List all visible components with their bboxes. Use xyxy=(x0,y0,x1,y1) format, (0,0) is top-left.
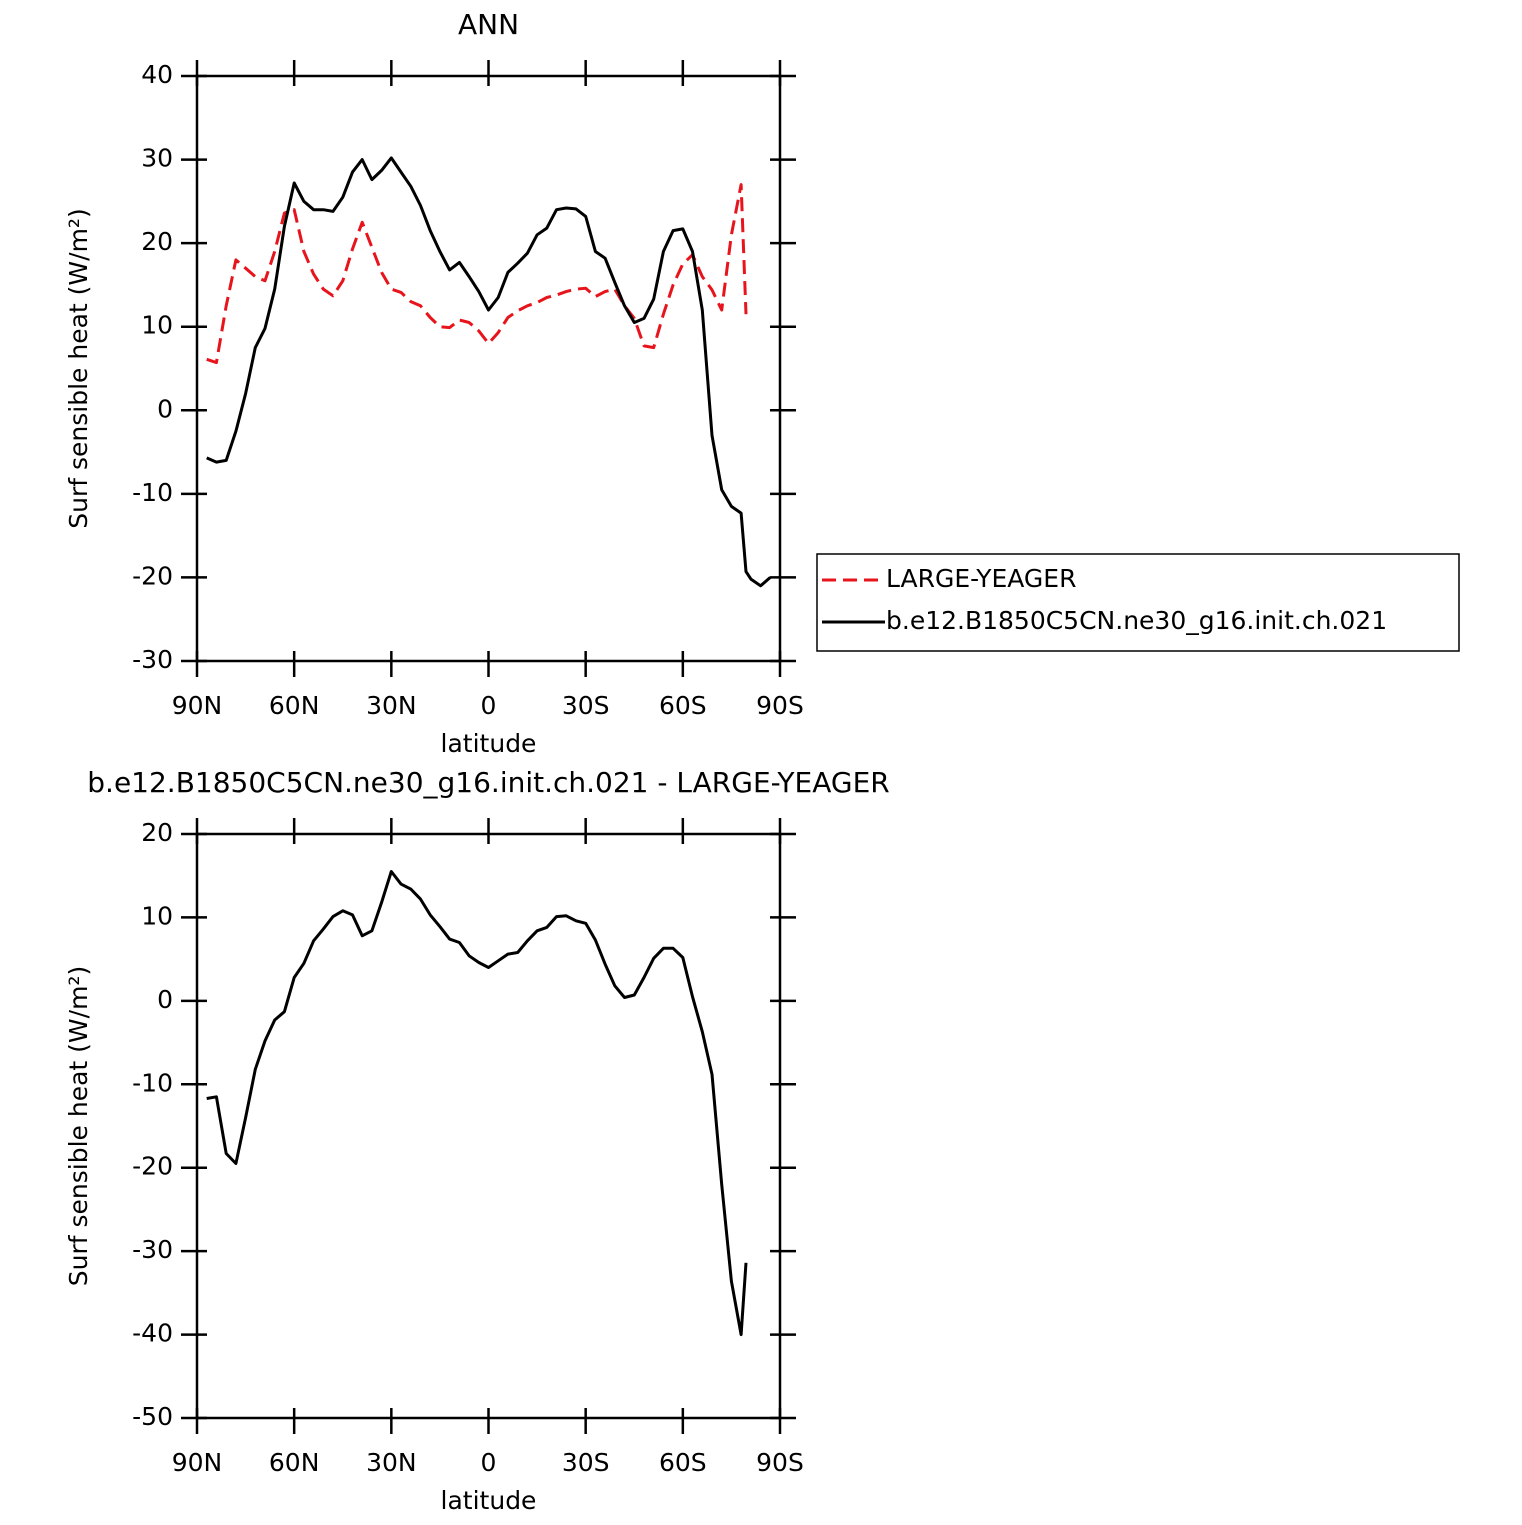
legend-label: b.e12.B1850C5CN.ne30_g16.init.ch.021 xyxy=(886,606,1387,635)
x-tick-label: 60N xyxy=(269,1448,320,1477)
x-tick-label: 30S xyxy=(562,691,610,720)
y-axis-label: Surf sensible heat (W/m²) xyxy=(64,966,93,1286)
legend-box xyxy=(816,553,1460,652)
chart-title: ANN xyxy=(458,8,519,41)
y-tick-label: -50 xyxy=(132,1402,173,1431)
x-axis-label: latitude xyxy=(441,1486,537,1515)
x-tick-label: 60N xyxy=(269,691,320,720)
y-tick-label: 30 xyxy=(141,144,173,173)
y-tick-label: -20 xyxy=(132,1152,173,1181)
y-tick-label: -30 xyxy=(132,1235,173,1264)
y-tick-label: 40 xyxy=(141,60,173,89)
legend-label: LARGE-YEAGER xyxy=(886,564,1076,593)
data-line xyxy=(206,870,748,1337)
x-tick-label: 60S xyxy=(659,691,707,720)
y-axis-label: Surf sensible heat (W/m²) xyxy=(64,208,93,528)
plot-frame xyxy=(195,74,782,663)
x-tick-label: 90S xyxy=(756,1448,804,1477)
y-tick-label: 10 xyxy=(141,901,173,930)
x-axis-label: latitude xyxy=(441,729,537,758)
data-line xyxy=(206,183,748,365)
x-tick-label: 30S xyxy=(562,1448,610,1477)
x-tick-label: 0 xyxy=(481,1448,497,1477)
y-tick-label: -40 xyxy=(132,1319,173,1348)
x-tick-label: 90S xyxy=(756,691,804,720)
x-tick-label: 60S xyxy=(659,1448,707,1477)
x-tick-label: 90N xyxy=(172,691,223,720)
x-tick-label: 30N xyxy=(366,691,417,720)
y-tick-label: 0 xyxy=(157,985,173,1014)
y-tick-label: -10 xyxy=(132,478,173,507)
y-tick-label: 10 xyxy=(141,311,173,340)
plot-frame xyxy=(195,832,782,1420)
y-tick-label: -30 xyxy=(132,645,173,674)
x-tick-label: 0 xyxy=(481,691,497,720)
chart-title: b.e12.B1850C5CN.ne30_g16.init.ch.021 - L… xyxy=(87,766,889,799)
data-line xyxy=(206,156,772,588)
y-tick-label: 20 xyxy=(141,227,173,256)
x-tick-label: 30N xyxy=(366,1448,417,1477)
y-tick-label: -20 xyxy=(132,561,173,590)
y-tick-label: 20 xyxy=(141,818,173,847)
y-tick-label: -10 xyxy=(132,1068,173,1097)
y-tick-label: 0 xyxy=(157,394,173,423)
x-tick-label: 90N xyxy=(172,1448,223,1477)
